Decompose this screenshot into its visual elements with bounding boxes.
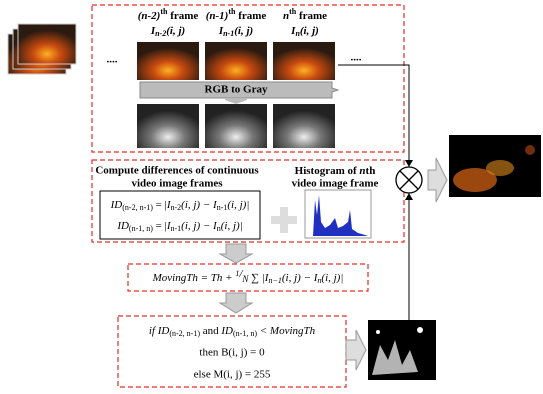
frame-image	[137, 42, 199, 80]
frame-symbol: In-2(i, j)	[150, 25, 185, 38]
convert-label: RGB to Gray	[205, 84, 268, 96]
text-part: = Th +	[198, 272, 235, 284]
gray-image	[205, 104, 267, 148]
frames: (n-2)th frame In-2(i, j) (n-1)th frame I…	[137, 7, 335, 148]
hist-title: video image frame	[292, 178, 379, 190]
text-part: ID	[220, 325, 233, 337]
text-part: (i, j)|	[321, 272, 343, 284]
frame-image	[205, 42, 267, 80]
arrow-head	[405, 193, 413, 200]
convert-arrow-tip	[225, 98, 247, 104]
rule-else: else M(i, j) = 255	[194, 369, 271, 381]
text-part: (n-2, n-1)	[169, 329, 200, 338]
text-part: MovingTh	[152, 272, 199, 284]
histogram-image	[305, 190, 371, 238]
threshold-formula: MovingTh = Th + 1/N ∑ |In−1(i, j) − In(i…	[152, 268, 344, 285]
text-part: (i, j)	[166, 25, 185, 37]
arrow-down	[220, 244, 252, 263]
arrow-down	[220, 293, 252, 313]
diff-title: video image frames	[131, 178, 223, 190]
frame-label: (n-2)th frame	[138, 7, 199, 22]
arrow-right	[428, 158, 447, 202]
text-part: (i, j)	[234, 25, 253, 37]
diff-title: Compute differences of continuous	[95, 165, 259, 177]
text-part: n-1	[217, 203, 228, 212]
arrow-right	[346, 330, 366, 370]
text-part: frame	[296, 10, 327, 22]
plus	[271, 207, 297, 233]
diagram: .... .... (n-2)th frame In-2(i, j) (n-1)…	[0, 0, 543, 394]
text-part: = |	[153, 220, 167, 232]
text-part: (i, j) −	[181, 220, 213, 232]
text-part: ID	[157, 325, 170, 337]
text-part: ∑ |	[248, 272, 264, 284]
output-image	[449, 135, 541, 197]
connector	[338, 65, 409, 166]
gray-image	[137, 104, 199, 148]
text-part: th	[366, 165, 376, 177]
text-part: if	[149, 325, 158, 337]
gray-image	[273, 104, 335, 148]
rule-then: then B(i, j) = 0	[199, 347, 265, 359]
text-part: (i, j)	[300, 25, 319, 37]
text-part: n-1	[223, 29, 234, 38]
text-part: ID	[110, 199, 123, 211]
text-part: frame	[235, 10, 266, 22]
rule-if: if ID(n-2, n-1) and ID(n-1, n) < MovingT…	[149, 325, 316, 338]
formula: ID(n-1, n) = |In-1(i, j) − In(i, j)|	[116, 220, 242, 233]
text-part: frame	[167, 10, 198, 22]
frame: nth frame In(i, j)	[273, 7, 335, 148]
arrow-head	[405, 160, 413, 167]
frame-image	[273, 42, 335, 80]
multiply	[396, 167, 422, 193]
text-part: (i, j) −	[282, 272, 314, 284]
hist-title: Histogram of nth	[295, 165, 376, 177]
text-part: (i, j)|	[221, 220, 243, 232]
frame-label: nth frame	[283, 7, 327, 22]
text-part: (n-2, n-1)	[122, 203, 153, 212]
text-part: n-1	[171, 224, 182, 233]
text-part: < MovingTh	[257, 325, 316, 337]
text-part: and	[200, 325, 221, 337]
formula: ID(n-2, n-1) = |In-2(i, j) − In-1(i, j)|	[110, 199, 250, 212]
text-part: (i, j)|	[227, 199, 249, 211]
text-part: = |	[153, 199, 167, 211]
frame: (n-1)th frame In-1(i, j)	[205, 7, 267, 148]
text-part: (n-2)	[138, 10, 161, 22]
frame-label: (n-1)th frame	[206, 7, 267, 22]
text-part: (i, j) −	[181, 199, 213, 211]
text-part: ID	[116, 220, 129, 232]
ellipsis: ....	[107, 54, 118, 66]
frame-symbol: In-1(i, j)	[218, 25, 253, 38]
frame: (n-2)th frame In-2(i, j)	[137, 7, 199, 148]
input-stack	[8, 24, 76, 74]
text-part: (n-1)	[206, 10, 229, 22]
text-part: n−1	[268, 276, 281, 285]
text-part: (n-1, n)	[129, 224, 153, 233]
text-part: Histogram of	[295, 165, 360, 177]
text-part: n-2	[170, 203, 181, 212]
text-part: (n-1, n)	[233, 329, 257, 338]
text-part: n-2	[155, 29, 166, 38]
ellipsis: ....	[351, 52, 362, 64]
frame-symbol: In(i, j)	[290, 25, 319, 38]
binary-image	[368, 320, 436, 380]
